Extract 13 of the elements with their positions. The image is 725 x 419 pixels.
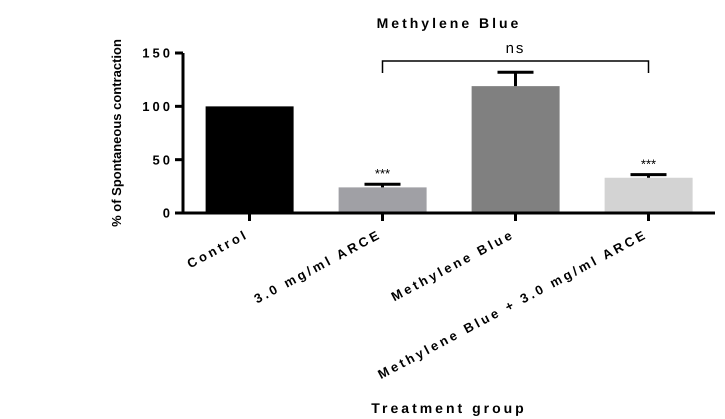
annotation: *** (374, 166, 390, 182)
annotation: ns (506, 40, 526, 57)
bar (338, 187, 427, 213)
bar (472, 86, 560, 213)
bar (604, 178, 693, 213)
y-axis-title: % of Spontaneous contraction (109, 39, 124, 227)
y-tick-label: 0 (162, 206, 173, 221)
x-axis-title: Treatment group (371, 400, 527, 416)
y-tick-label: 100 (142, 98, 173, 114)
annotation: *** (640, 156, 656, 172)
chart-title: Methylene Blue (376, 15, 522, 31)
y-tick-label: 50 (152, 152, 173, 168)
y-tick-label: 150 (142, 46, 173, 61)
